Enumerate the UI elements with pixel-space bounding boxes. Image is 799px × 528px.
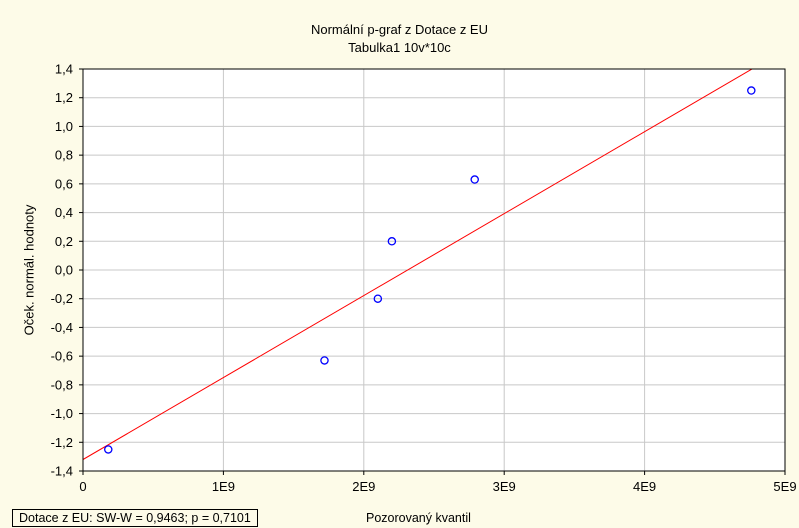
y-tick-label: 1,2 [55, 90, 73, 105]
data-point [747, 86, 756, 95]
y-axis-label: Oček. normál. hodnoty [21, 204, 37, 336]
data-point [104, 445, 113, 454]
y-tick-label: 0,2 [55, 234, 73, 249]
x-tick-label: 4E9 [633, 479, 656, 494]
chart-title: Normální p-graf z Dotace z EU [310, 22, 488, 37]
y-tick-label: 0,4 [55, 205, 73, 220]
y-tick-label: -0,4 [51, 320, 73, 335]
x-axis-label: Pozorovaný kvantil [366, 511, 471, 525]
y-tick-label: 1,4 [55, 62, 73, 77]
y-tick-label: -0,2 [51, 291, 73, 306]
data-point [387, 237, 397, 246]
y-tick-label: -1,4 [51, 464, 73, 479]
x-tick-label: 3E9 [493, 479, 516, 494]
y-tick-label: -1,0 [51, 406, 73, 421]
x-tick-label: 1E9 [212, 479, 235, 494]
y-tick-label: -0,8 [51, 377, 73, 392]
y-tick-label: -0,6 [51, 349, 73, 364]
fit-line [83, 69, 753, 460]
chart-subtitle: Tabulka1 10v*10c [348, 40, 451, 55]
y-tick-label: 0,8 [55, 148, 73, 163]
data-point [470, 175, 479, 184]
data-point [320, 356, 329, 365]
y-tick-label: 0,0 [55, 263, 73, 278]
data-point [373, 294, 383, 303]
x-tick-label: 5E9 [773, 479, 796, 494]
x-tick-label: 0 [79, 479, 86, 494]
y-tick-label: -1,2 [51, 435, 73, 450]
x-tick-label: 2E9 [352, 479, 375, 494]
stats-legend-box: Dotace z EU: SW-W = 0,9463; p = 0,7101 [12, 509, 258, 527]
y-tick-label: 0,6 [55, 176, 73, 191]
y-tick-label: 1,0 [55, 119, 73, 134]
